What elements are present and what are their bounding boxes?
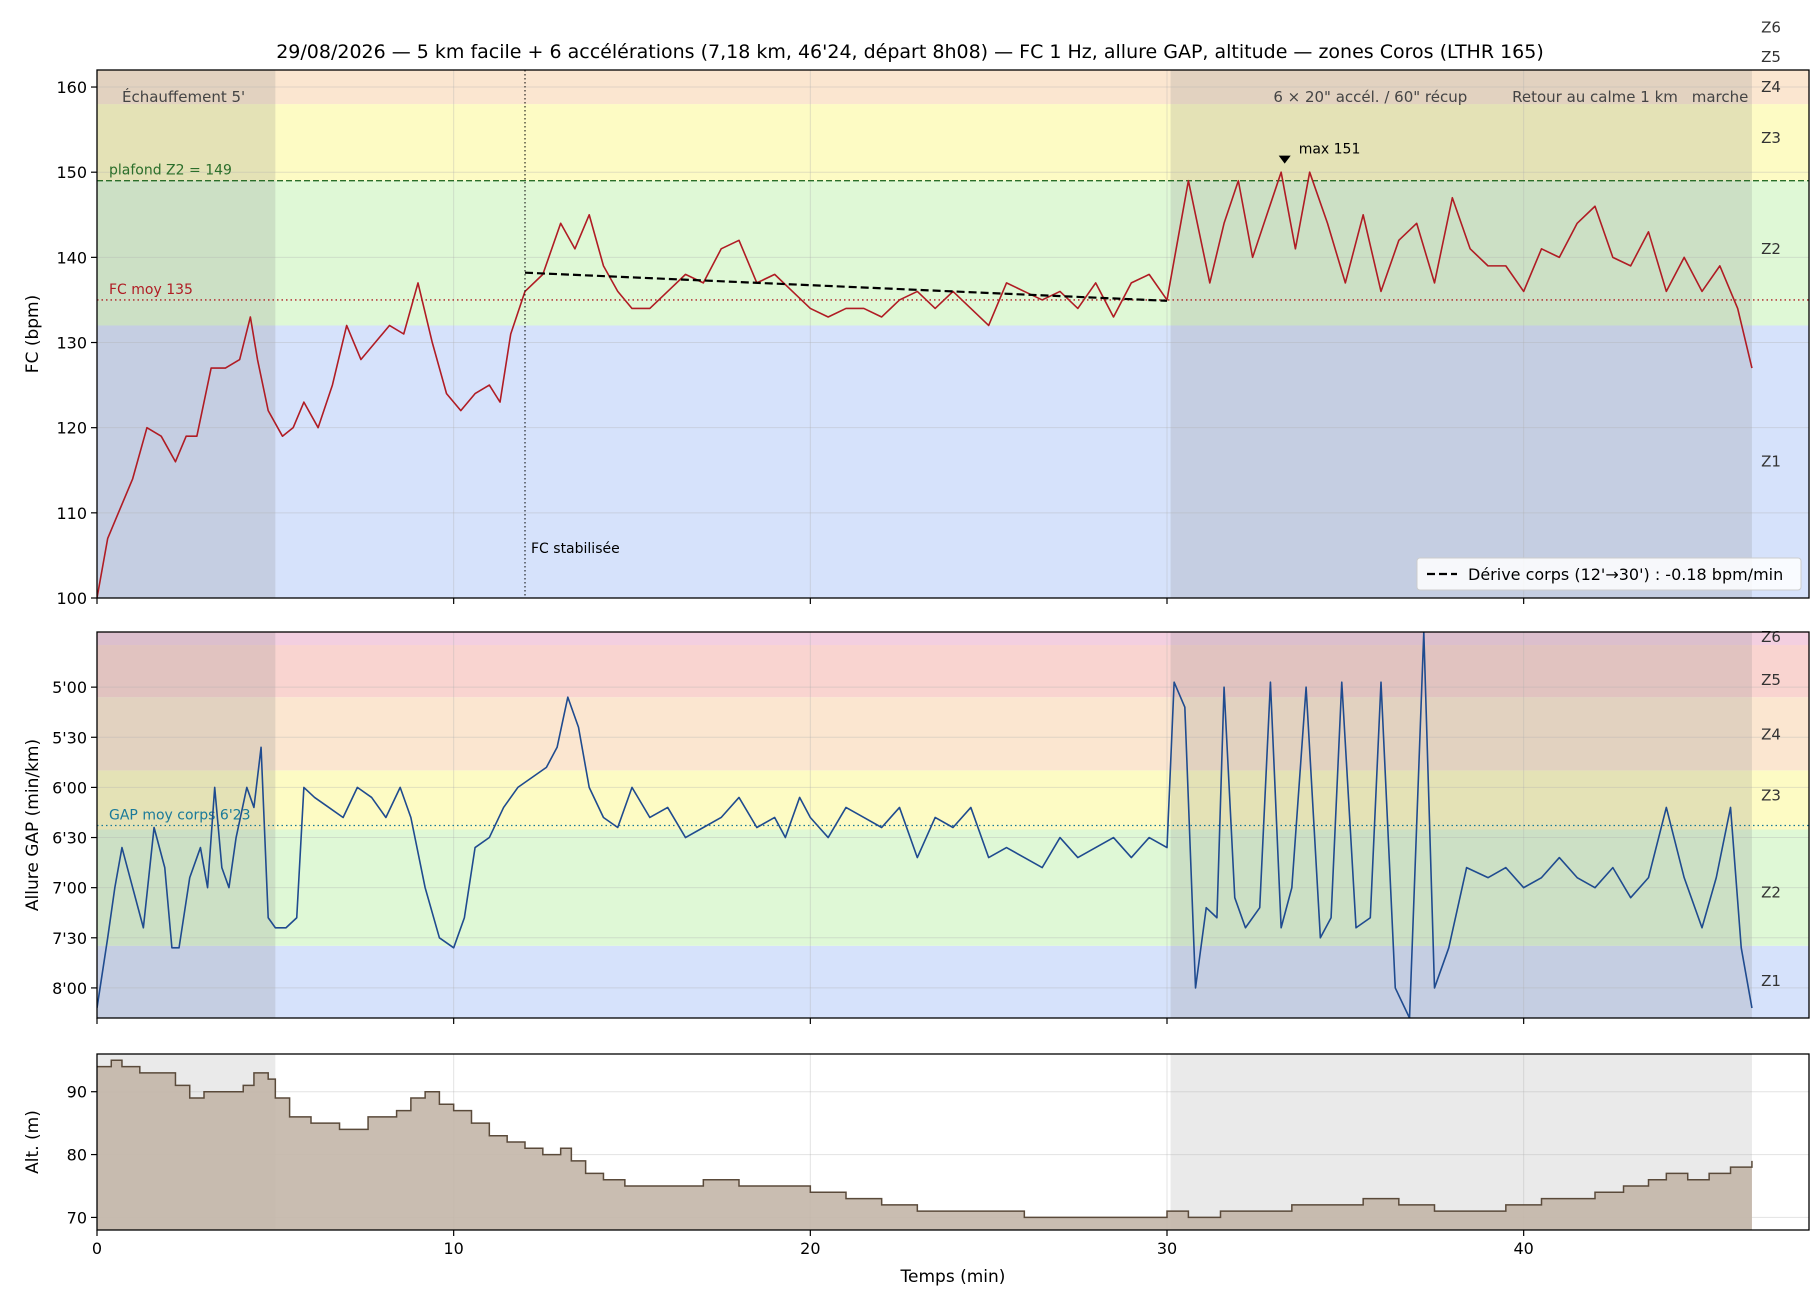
y-tick-label: 8'00 [52, 979, 87, 998]
y-tick-label: 5'00 [52, 678, 87, 697]
y-tick-label: 6'30 [52, 829, 87, 848]
zone-band-z3 [97, 770, 1809, 830]
zone-band-z1 [97, 945, 1809, 1018]
zone-band-z1 [97, 325, 1809, 598]
reference-line-label: plafond Z2 = 149 [109, 163, 232, 179]
pace-line [97, 632, 1753, 1018]
panels: plafond Z2 = 149 FC moy 135 FC stabilisée m… [23, 2, 1810, 1258]
panel-frame [96, 631, 1810, 1019]
plot-area: plafond Z2 = 149 FC moy 135 FC stabilisée m… [97, 2, 1809, 598]
legend: Dérive corps (12'→30') : -0.18 bpm/min [1416, 557, 1802, 591]
phase-shading-0 [97, 70, 276, 598]
heart-rate-line [97, 171, 1753, 598]
y-tick-label: 6'00 [52, 778, 87, 797]
drift-trend-line [524, 271, 1168, 302]
y-tick-label: 5'30 [52, 728, 87, 747]
zone-label-z3: Z3 [1761, 129, 1781, 147]
zone-band-z6 [97, 2, 1809, 36]
phase-label: marche [1692, 88, 1749, 106]
altitude-area [97, 1060, 1752, 1230]
y-tick-label: 160 [56, 78, 87, 97]
phase-label: Échauffement 5' [122, 87, 245, 106]
phase-shading-1 [1170, 70, 1752, 598]
zone-label-z5: Z5 [1761, 48, 1781, 66]
x-tick-label: 40 [1513, 1239, 1533, 1258]
y-tick-label: 120 [56, 419, 87, 438]
y-tick-label: 70 [67, 1208, 87, 1227]
y-tick-label: 80 [67, 1146, 87, 1165]
zone-label-z1: Z1 [1761, 972, 1781, 990]
zone-band-z5 [97, 645, 1809, 698]
y-tick-label: 110 [56, 504, 87, 523]
y-tick-label: 90 [67, 1083, 87, 1102]
y-tick-label: 7'00 [52, 879, 87, 898]
zone-label-z6: Z6 [1761, 628, 1781, 646]
zone-band-z4 [97, 697, 1809, 771]
phase-label: Retour au calme 1 km [1512, 88, 1678, 106]
reference-line-label: GAP moy corps 6'23 [109, 808, 250, 824]
plot-area [97, 1054, 1809, 1230]
y-tick-label: 100 [56, 589, 87, 608]
zone-label-z1: Z1 [1761, 453, 1781, 471]
zone-band-z4 [97, 70, 1809, 105]
x-axis-label: Temps (min) [900, 1267, 1006, 1287]
y-tick-label: 130 [56, 334, 87, 353]
zone-label-z6: Z6 [1761, 18, 1781, 36]
phase-shading-0 [97, 632, 276, 1018]
x-tick-label: 30 [1157, 1239, 1177, 1258]
stabilization-label: FC stabilisée [531, 541, 620, 557]
legend-box [1416, 557, 1802, 591]
panel-frame [96, 1053, 1810, 1231]
y-tick-label: 7'30 [52, 929, 87, 948]
panel-pace: GAP moy corps 6'23 Z1 Z2 Z3 Z4 Z5 Z6 8'00 7'30 7'… [23, 628, 1810, 1024]
zone-band-z6 [97, 632, 1809, 646]
x-tick-label: 20 [800, 1239, 820, 1258]
zone-label-z4: Z4 [1761, 78, 1781, 96]
zone-label-z2: Z2 [1761, 884, 1781, 902]
y-tick-label: 150 [56, 163, 87, 182]
zone-label-z2: Z2 [1761, 240, 1781, 258]
zone-label-z5: Z5 [1761, 671, 1781, 689]
plot-area: GAP moy corps 6'23 [97, 632, 1809, 1018]
legend-entry: Dérive corps (12'→30') : -0.18 bpm/min [1468, 565, 1783, 584]
y-axis-label: FC (bpm) [23, 295, 43, 373]
panel-frame [96, 69, 1810, 599]
y-tick-label: 140 [56, 248, 87, 267]
x-tick-label: 10 [443, 1239, 463, 1258]
phase-label: 6 × 20" accél. / 60" récup [1273, 88, 1467, 106]
panel-hr: plafond Z2 = 149 FC moy 135 FC stabilisée m… [23, 2, 1810, 608]
zone-label-z3: Z3 [1761, 786, 1781, 804]
y-axis-label: Allure GAP (min/km) [23, 739, 43, 911]
y-axis-label: Alt. (m) [23, 1110, 43, 1174]
panel-alt: 70 80 90 0 10 20 30 40 Alt. (m) [23, 1053, 1810, 1258]
max-marker [1278, 155, 1291, 164]
chart-title: 29/08/2026 — 5 km facile + 6 accélératio… [276, 41, 1544, 63]
altitude-line [97, 1059, 1753, 1219]
zone-label-z4: Z4 [1761, 725, 1781, 743]
zone-band-z2 [97, 180, 1809, 326]
max-annotation: max 151 [1299, 142, 1361, 158]
reference-line-label: FC moy 135 [109, 282, 193, 298]
zone-band-z3 [97, 104, 1809, 181]
x-tick-label: 0 [92, 1239, 102, 1258]
